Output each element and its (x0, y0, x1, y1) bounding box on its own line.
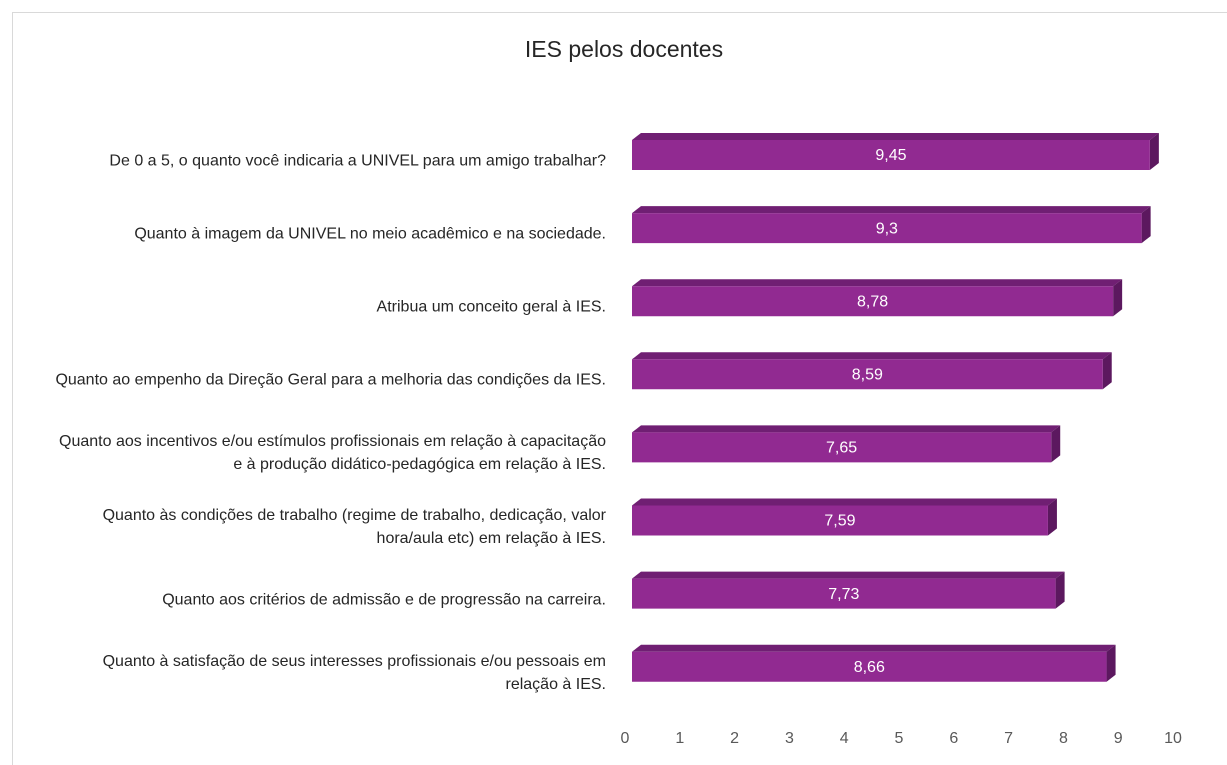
bar-front (632, 213, 1142, 244)
x-tick-label: 7 (1004, 730, 1013, 747)
y-tick-label: Quanto aos critérios de admissão e de pr… (162, 591, 606, 609)
bar-top (632, 498, 1057, 506)
bar (632, 425, 1061, 463)
value-label: 8,78 (857, 293, 888, 310)
chart-title: IES pelos docentes (525, 36, 723, 62)
x-tick-label: 10 (1164, 730, 1182, 747)
x-tick-label: 0 (621, 730, 630, 747)
bar (632, 644, 1116, 682)
x-tick-label: 2 (730, 730, 739, 747)
y-tick-label: Atribua um conceito geral à IES. (376, 298, 606, 316)
x-tick-label: 9 (1114, 730, 1123, 747)
bar-top (632, 644, 1116, 652)
bar (632, 279, 1123, 317)
y-tick-label: Quanto ao empenho da Direção Geral para … (55, 371, 606, 389)
x-tick-label: 6 (949, 730, 958, 747)
bar-top (632, 571, 1065, 579)
value-label: 7,59 (824, 513, 855, 530)
bar-side (1102, 352, 1112, 390)
bar-front (632, 140, 1150, 170)
bar-side (1141, 206, 1151, 244)
x-tick-label: 4 (840, 730, 849, 747)
y-tick-label: De 0 a 5, o quanto você indicaria a UNIV… (109, 152, 606, 170)
value-label: 9,3 (876, 220, 898, 237)
value-label: 7,73 (828, 586, 859, 603)
bar (632, 571, 1065, 609)
y-tick-label: Quanto à imagem da UNIVEL no meio acadêm… (134, 225, 606, 243)
bar (632, 352, 1112, 390)
bar-top (632, 352, 1112, 360)
value-label: 8,66 (854, 659, 885, 676)
x-tick-label: 5 (895, 730, 904, 747)
chart-border (12, 12, 1227, 765)
bar-front (632, 432, 1052, 463)
x-tick-label: 3 (785, 730, 794, 747)
y-tick-label: Quanto aos incentivos e/ou estímulos pro… (59, 433, 606, 474)
bar-top (632, 133, 1159, 140)
bar-side (1149, 133, 1159, 170)
bar-side (1113, 279, 1123, 317)
bar-front (632, 505, 1048, 536)
bar (632, 133, 1159, 170)
value-label: 9,45 (875, 147, 906, 164)
y-tick-label: Quanto à satisfação de seus interesses p… (102, 652, 606, 693)
bar-side (1047, 498, 1057, 536)
bar-top (632, 206, 1151, 214)
bar-top (632, 425, 1061, 433)
bar-front (632, 578, 1056, 609)
bar-front (632, 359, 1103, 390)
bar-side (1055, 571, 1065, 609)
bar-front (632, 286, 1114, 317)
value-label: 8,59 (852, 367, 883, 384)
bar-top (632, 279, 1123, 287)
x-tick-label: 1 (675, 730, 684, 747)
bar-side (1106, 644, 1116, 682)
value-label: 7,65 (826, 440, 857, 457)
bar (632, 498, 1057, 536)
bar-front (632, 651, 1107, 682)
y-tick-label: Quanto às condições de trabalho (regime … (102, 506, 606, 547)
bar-side (1051, 425, 1061, 463)
bar (632, 206, 1151, 244)
x-tick-label: 8 (1059, 730, 1068, 747)
